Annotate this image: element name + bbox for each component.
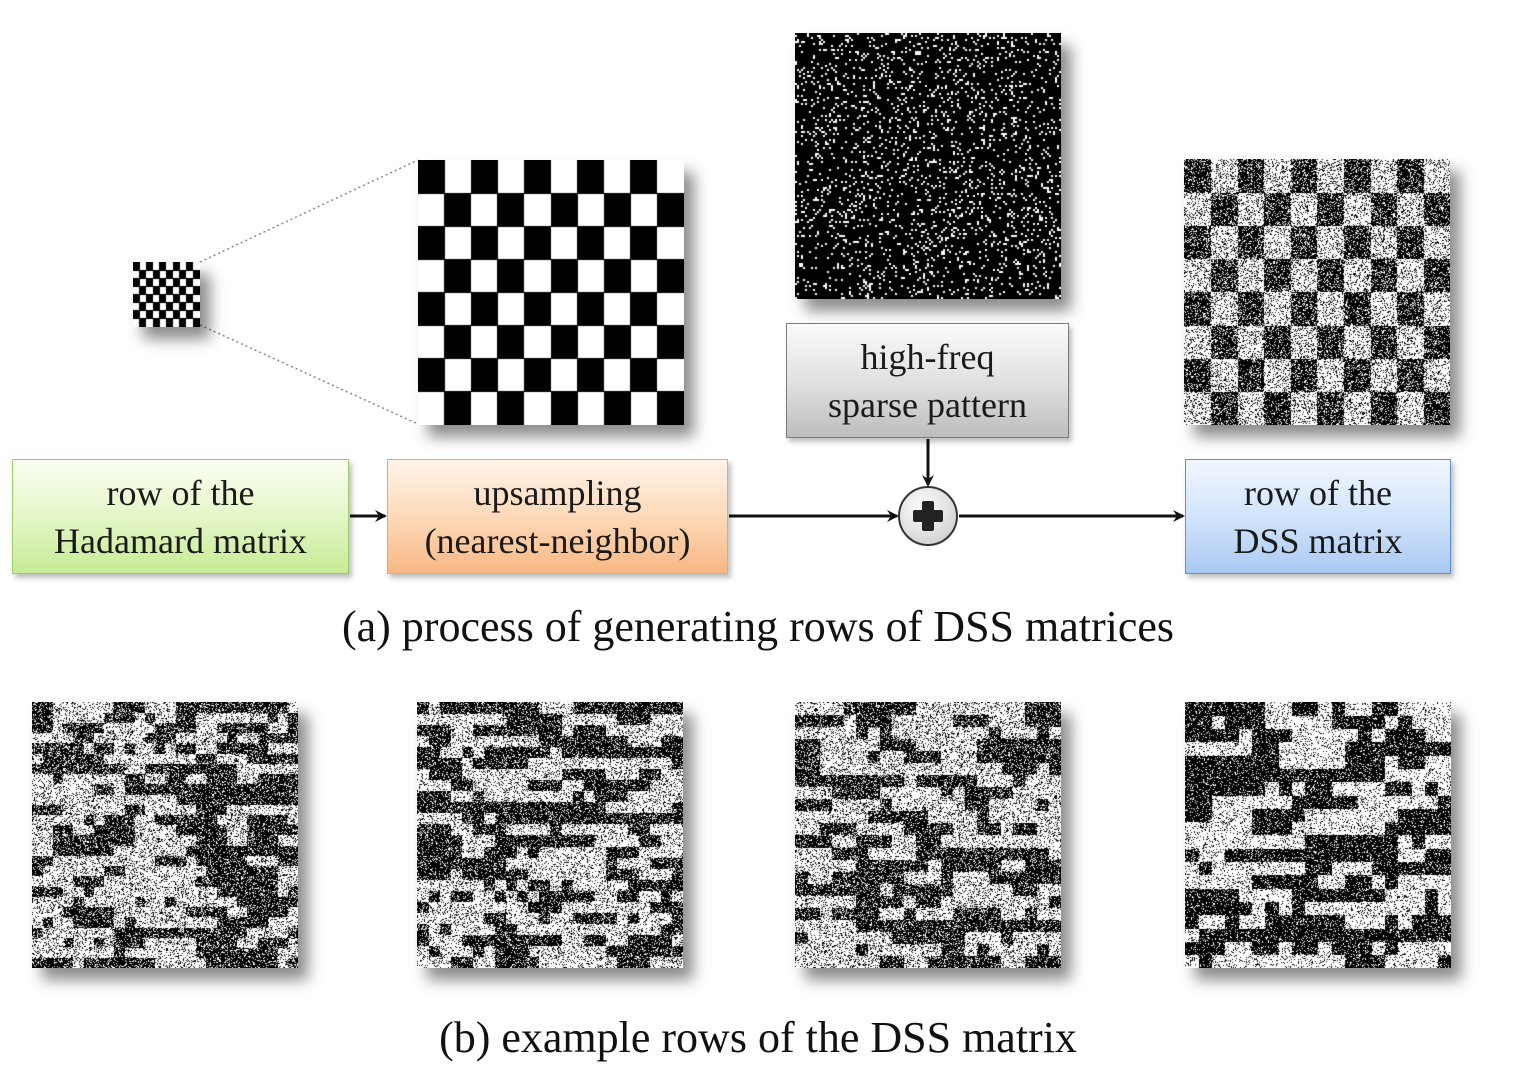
zoom-line-bottom <box>199 324 419 425</box>
upsampling-box-line1: upsampling <box>473 472 642 513</box>
upsampling-box-line2: (nearest-neighbor) <box>424 520 691 561</box>
dss-box-line2: DSS matrix <box>1233 520 1403 561</box>
caption-b: (b) example rows of the DSS matrix <box>439 1013 1077 1062</box>
hadamard-box-line1: row of the <box>106 472 255 513</box>
hadamard-row-box: row of the Hadamard matrix <box>12 459 349 574</box>
example-dss-row-4 <box>1185 702 1451 968</box>
caption-a: (a) process of generating rows of DSS ma… <box>341 602 1175 651</box>
example-dss-row-1 <box>32 702 298 968</box>
plus-circle-icon <box>898 486 958 546</box>
upsampling-box: upsampling (nearest-neighbor) <box>387 459 728 574</box>
example-dss-row-2 <box>417 702 683 968</box>
zoom-line-top <box>199 159 419 263</box>
sparse-pattern-box: high-freq sparse pattern <box>786 323 1069 438</box>
upsampled-hadamard-pattern <box>418 160 684 425</box>
hadamard-row-small-pattern <box>133 262 200 327</box>
hadamard-box-line2: Hadamard matrix <box>54 520 307 561</box>
example-dss-row-3 <box>795 702 1061 968</box>
sparse-box-line1: high-freq <box>860 336 995 377</box>
dss-box-line1: row of the <box>1244 472 1392 513</box>
sparse-box-line2: sparse pattern <box>828 384 1027 425</box>
dss-row-box: row of the DSS matrix <box>1185 459 1451 574</box>
dss-row-pattern <box>1184 159 1450 425</box>
sparse-noise-pattern <box>795 33 1061 299</box>
